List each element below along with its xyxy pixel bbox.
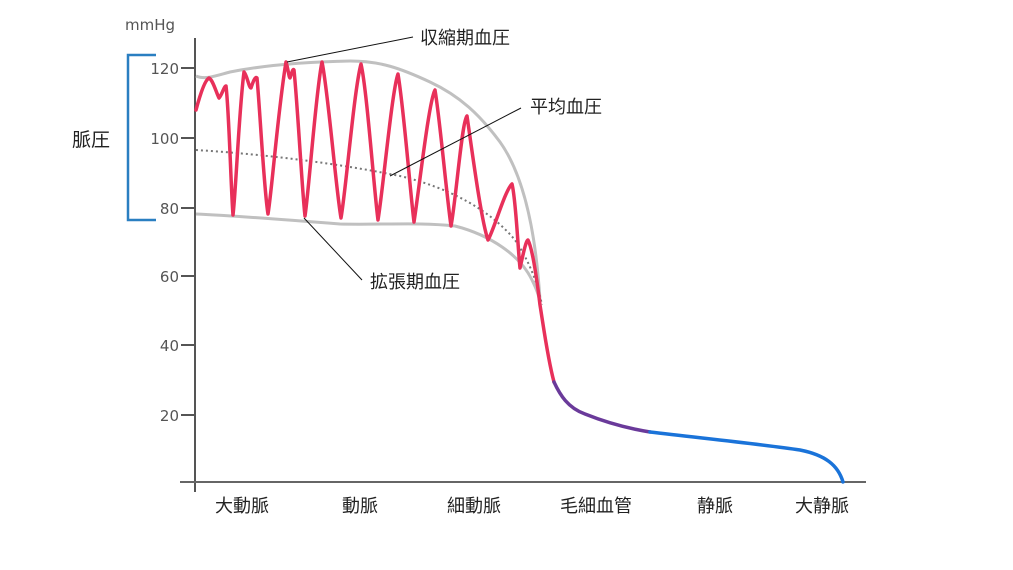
y-tick-label: 120 [150, 60, 179, 78]
venous-pressure-curve [648, 430, 845, 484]
category-label: 大静脈 [795, 496, 849, 517]
diastolic-leader-line [303, 217, 363, 281]
category-label: 動脈 [342, 496, 378, 517]
category-label: 大動脈 [215, 496, 269, 517]
diastolic-label: 拡張期血圧 [370, 272, 460, 293]
mean-pressure-curve [195, 149, 543, 306]
category-label: 毛細血管 [560, 496, 632, 517]
y-tick-label: 40 [160, 337, 179, 355]
y-tick-label: 100 [150, 130, 179, 148]
y-tick-label: 80 [160, 200, 179, 218]
y-tick-label: 60 [160, 268, 179, 286]
pulse-pressure-bracket [126, 53, 156, 222]
diastolic-envelope [195, 212, 542, 306]
systolic-label: 収縮期血圧 [420, 28, 510, 49]
x-category-labels: 大動脈 動脈 細動脈 毛細血管 静脈 大静脈 [215, 496, 849, 517]
systolic-leader-line [286, 36, 414, 63]
capillary-pressure-curve [552, 380, 652, 434]
mean-leader-line [389, 107, 522, 177]
systolic-envelope [195, 59, 542, 301]
y-tick-label: 20 [160, 407, 179, 425]
pulse-pressure-label: 脈圧 [72, 129, 110, 151]
y-axis-unit-label: mmHg [125, 16, 175, 34]
mean-pressure-label: 平均血圧 [530, 97, 602, 118]
y-ticks [181, 67, 195, 416]
arterial-pressure-wave [194, 60, 556, 384]
category-label: 細動脈 [447, 496, 501, 517]
category-label: 静脈 [697, 496, 733, 517]
y-tick-labels: 120 100 80 60 40 20 [150, 60, 179, 425]
